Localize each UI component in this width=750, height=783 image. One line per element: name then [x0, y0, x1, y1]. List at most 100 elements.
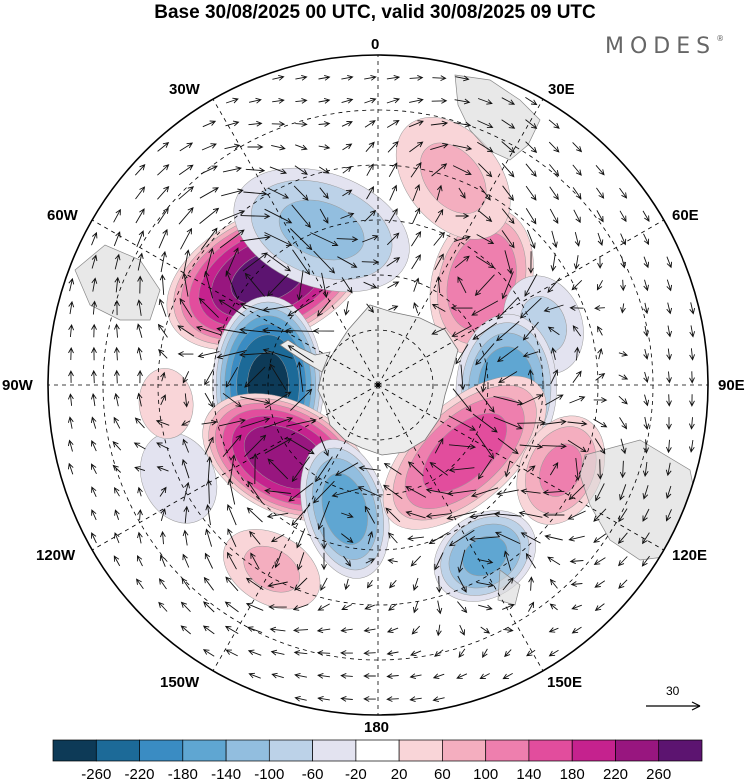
wind-arrow: [296, 528, 306, 549]
wind-arrow: [294, 695, 307, 702]
wind-arrow: [643, 325, 649, 337]
wind-arrow: [386, 627, 399, 633]
wind-arrow: [243, 190, 268, 197]
wind-arrow: [597, 325, 603, 336]
lon-label-60w: 60W: [47, 207, 78, 224]
wind-arrow: [383, 462, 402, 475]
wind-arrow: [411, 231, 422, 247]
wind-arrow: [242, 252, 268, 272]
wind-arrow: [113, 323, 120, 338]
wind-arrow: [134, 417, 145, 429]
wind-arrow: [549, 186, 559, 201]
wind-arrow: [549, 462, 559, 476]
wind-arrow: [574, 457, 581, 481]
wind-arrow: [410, 555, 422, 567]
wind-arrow: [315, 456, 333, 483]
wind-arrow: [526, 229, 536, 250]
wind-arrow: [526, 465, 536, 473]
wind-arrow: [244, 434, 267, 458]
wind-arrow: [434, 649, 444, 657]
wind-arrow: [480, 626, 491, 634]
wind-arrow: [340, 212, 355, 219]
wind-arrow: [134, 164, 146, 176]
wind-arrow: [469, 536, 500, 542]
wind-arrow: [479, 673, 490, 679]
wind-arrow: [159, 554, 166, 567]
wind-arrow: [200, 165, 218, 175]
wind-arrow: [178, 186, 194, 200]
wind-arrow: [388, 305, 399, 311]
wind-arrow: [412, 601, 419, 614]
wind-arrow: [475, 387, 495, 413]
brand-text: MODES: [605, 34, 717, 59]
wind-arrow: [158, 601, 168, 612]
wind-arrow: [340, 627, 353, 634]
wind-arrow: [476, 581, 495, 588]
wind-arrow: [364, 505, 376, 524]
wind-arrow: [643, 394, 650, 407]
wind-arrow: [114, 276, 121, 293]
wind-arrow: [181, 458, 190, 479]
wind-arrow: [316, 650, 331, 656]
map-boundary: [47, 54, 709, 716]
wind-arrow: [619, 417, 628, 430]
wind-arrow: [448, 415, 477, 431]
wind-arrow: [618, 395, 628, 405]
wind-arrow: [284, 327, 317, 334]
wind-arrow: [407, 535, 424, 542]
wind-arrow: [321, 527, 328, 550]
wind-arrow: [199, 187, 219, 199]
wind-arrow: [247, 649, 262, 656]
colorbar-tick-label: -60: [301, 766, 324, 783]
wind-arrow: [408, 120, 424, 128]
wind-arrow: [313, 250, 336, 274]
wind-arrow: [200, 227, 218, 250]
wind-arrow: [455, 344, 469, 365]
wind-arrow: [204, 552, 214, 569]
wind-arrow: [544, 534, 563, 541]
wind-arrow: [91, 486, 97, 497]
wind-arrow: [183, 481, 190, 502]
wind-arrow: [160, 508, 167, 522]
wind-arrow: [227, 478, 236, 505]
wind-arrow: [522, 351, 539, 358]
wind-arrow: [434, 253, 444, 271]
wind-arrow: [594, 603, 605, 612]
wind-arrow: [246, 507, 263, 523]
wind-arrow: [620, 279, 626, 292]
wind-arrow: [183, 393, 190, 408]
wind-arrow: [619, 210, 627, 223]
wind-arrow: [519, 394, 543, 406]
wind-arrow: [550, 347, 557, 361]
wind-arrow: [665, 509, 672, 522]
wind-arrow: [689, 325, 696, 338]
wind-arrow: [496, 321, 520, 342]
wind-arrow: [478, 163, 493, 178]
wind-arrow: [363, 281, 378, 289]
wind-arrow: [295, 74, 308, 81]
wind-arrow: [459, 624, 465, 636]
wind-arrow: [197, 351, 220, 359]
wind-arrow: [179, 297, 193, 318]
wind-arrow: [434, 208, 444, 223]
wind-arrow: [452, 388, 472, 413]
wind-arrow: [160, 394, 166, 406]
colorbar-tick-label: 100: [473, 766, 499, 783]
wind-arrow: [525, 141, 538, 153]
wind-arrow: [386, 673, 399, 680]
wind-arrow: [642, 532, 650, 545]
wind-arrow: [204, 392, 214, 408]
wind-arrow: [203, 601, 215, 613]
wind-arrow: [387, 140, 399, 153]
wind-arrow: [341, 74, 354, 81]
lon-label-0: 0: [371, 36, 380, 53]
wind-arrow: [202, 649, 215, 657]
wind-arrow: [569, 396, 586, 404]
wind-arrow: [287, 299, 315, 317]
wind-arrow: [502, 603, 515, 610]
latitude-circle: [212, 219, 544, 551]
wind-arrow: [226, 503, 237, 526]
wind-arrow: [474, 274, 495, 297]
wind-arrow: [157, 141, 170, 152]
wind-arrow: [501, 230, 515, 249]
